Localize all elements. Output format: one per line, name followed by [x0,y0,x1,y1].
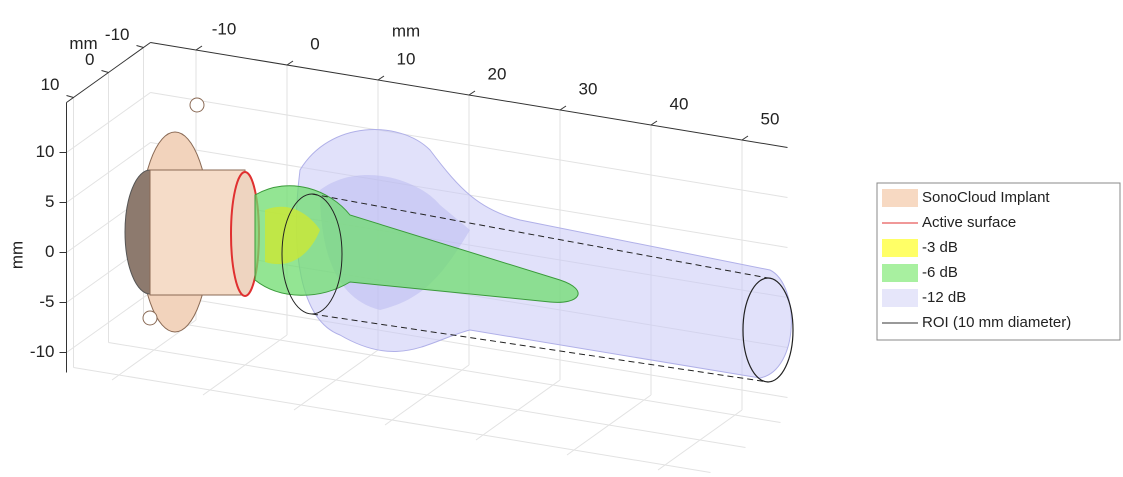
tick-mark [136,45,144,48]
grid-line [66,142,151,203]
x-tick-label: 40 [670,94,689,113]
y-tick-label: 10 [41,75,60,94]
legend-label: Active surface [922,214,1016,231]
y-tick-label: 0 [85,50,94,69]
tick-mark [286,60,294,66]
grid-line [66,292,151,353]
grid-line [66,92,151,153]
grid-line [150,292,788,398]
lobe-6db [254,185,579,303]
y-axis-label: mm [69,34,97,53]
legend-label: SonoCloud Implant [922,189,1050,206]
tick-mark [377,75,385,81]
x-tick-label: 10 [397,49,416,68]
x-tick-label: 0 [310,34,319,53]
legend-label: -6 dB [922,264,958,281]
x-axis-label: mm [392,21,420,40]
legend-box [876,182,1121,341]
z-axis-label: mm [7,241,26,269]
legend-swatch [882,264,918,282]
tick-mark [650,120,658,126]
z-tick-label: 10 [36,142,55,161]
grid-line [143,317,781,423]
x-tick-label: 20 [488,64,507,83]
grid-line [73,367,711,473]
beam-render [124,97,794,383]
implant-body [149,169,246,296]
roi-edge [311,193,769,279]
z-tick-label: -5 [39,292,54,311]
tick-mark [101,70,109,73]
legend: SonoCloud Implant Active surface -3 dB -6 d… [876,182,1121,341]
legend-label: -3 dB [922,239,958,256]
legend-swatch [882,189,918,207]
roi-edge [311,313,769,383]
legend-swatch [882,289,918,307]
tick-mark [559,105,567,111]
legend-label: -12 dB [922,289,966,306]
legend-swatch [882,239,918,257]
flange-hole [142,310,158,326]
lobe-3db [265,206,320,265]
x-tick-label: 50 [761,109,780,128]
x-tick-label: -10 [212,19,237,38]
tick-mark [468,90,476,96]
tick-mark [741,135,749,141]
grid-line [150,92,788,198]
grid-line [108,342,746,448]
x-tick-label: 30 [579,79,598,98]
tick-mark [195,45,203,51]
y-tick-label: -10 [105,25,130,44]
z-tick-label: 5 [45,192,54,211]
legend-label: ROI (10 mm diameter) [922,314,1071,331]
flange-hole [189,97,205,113]
z-tick-label: 0 [45,242,54,261]
tick-mark [66,95,74,98]
z-tick-label: -10 [30,342,55,361]
